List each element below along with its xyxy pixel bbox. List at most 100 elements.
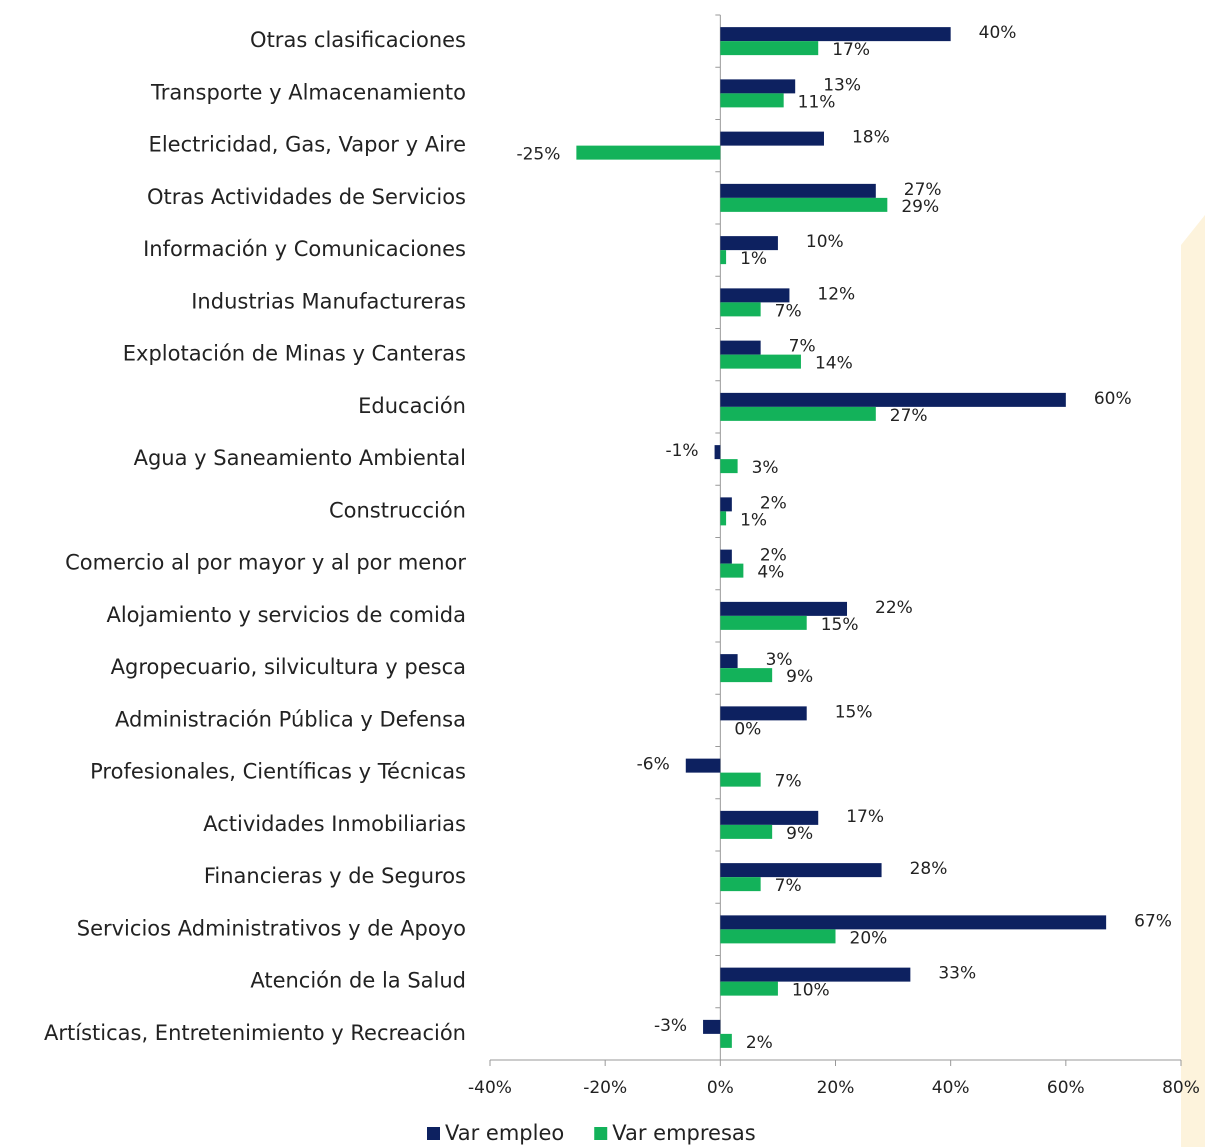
value-label: 14% — [815, 354, 853, 374]
category-label: Otras Actividades de Servicios — [147, 185, 466, 209]
value-label: 3% — [752, 458, 779, 478]
category-label: Financieras y de Seguros — [204, 864, 466, 888]
x-tick-label: 20% — [817, 1078, 855, 1098]
bar — [720, 459, 738, 474]
value-label: 7% — [775, 876, 802, 896]
bar — [720, 706, 807, 721]
bar — [720, 563, 744, 578]
value-label: 2% — [760, 493, 787, 513]
value-label: 11% — [798, 92, 836, 112]
bar — [720, 810, 819, 825]
value-label: 17% — [832, 40, 870, 60]
bar — [720, 302, 761, 317]
legend-label: Var empleo — [445, 1121, 564, 1145]
bar — [720, 511, 727, 526]
bar — [720, 406, 876, 421]
bar — [720, 354, 801, 369]
category-label: Profesionales, Científicas y Técnicas — [90, 760, 466, 784]
category-label: Actividades Inmobiliarias — [203, 812, 466, 836]
bar — [720, 877, 761, 892]
bar — [720, 549, 732, 564]
category-label: Industrias Manufactureras — [191, 289, 466, 313]
value-label: 7% — [775, 301, 802, 321]
category-label: Artísticas, Entretenimiento y Recreación — [44, 1021, 466, 1045]
value-label: 27% — [904, 180, 942, 200]
bar — [714, 445, 721, 460]
value-label: 9% — [786, 667, 813, 687]
value-label: -6% — [637, 755, 670, 775]
value-label: 0% — [734, 719, 761, 739]
category-label: Alojamiento y servicios de comida — [106, 603, 466, 627]
bar — [720, 131, 824, 146]
bar — [720, 497, 732, 512]
bar — [703, 1019, 721, 1034]
value-label: 20% — [850, 928, 888, 948]
x-tick-label: 40% — [932, 1078, 970, 1098]
bar — [720, 915, 1107, 930]
x-tick-label: 60% — [1047, 1078, 1085, 1098]
bar — [720, 615, 807, 630]
value-label: 18% — [852, 128, 890, 148]
category-label: Atención de la Salud — [250, 969, 466, 993]
bar — [720, 929, 836, 944]
category-label: Agua y Saneamiento Ambiental — [134, 446, 466, 470]
value-label: 7% — [789, 337, 816, 357]
x-tick-label: 0% — [707, 1078, 734, 1098]
bar — [720, 27, 951, 42]
value-label: -3% — [654, 1016, 687, 1036]
bar — [720, 981, 778, 996]
value-label: 9% — [786, 824, 813, 844]
bar — [720, 236, 778, 251]
bar — [685, 758, 721, 773]
category-label: Agropecuario, silvicultura y pesca — [111, 655, 466, 679]
x-tick-label: -20% — [583, 1078, 627, 1098]
value-label: 15% — [821, 615, 859, 635]
value-label: 2% — [746, 1033, 773, 1053]
value-label: 2% — [760, 546, 787, 566]
legend-swatch — [594, 1127, 608, 1140]
value-label: 60% — [1094, 389, 1132, 409]
category-label: Información y Comunicaciones — [143, 237, 466, 261]
value-label: 10% — [792, 981, 830, 1001]
bar — [720, 863, 882, 878]
category-label: Educación — [358, 394, 466, 418]
bar — [720, 183, 876, 198]
category-label: Construcción — [329, 498, 466, 522]
value-label: -1% — [665, 441, 698, 461]
bar — [720, 772, 761, 787]
bar — [720, 824, 773, 839]
bar — [720, 288, 790, 303]
x-tick-label: 80% — [1162, 1078, 1200, 1098]
value-label: 13% — [823, 75, 861, 95]
value-label: 7% — [775, 772, 802, 792]
value-label: -25% — [516, 145, 560, 165]
value-label: 10% — [806, 232, 844, 252]
value-label: 4% — [757, 563, 784, 583]
legend-label: Var empresas — [612, 1121, 755, 1145]
bar — [720, 392, 1066, 407]
bar — [720, 668, 773, 683]
category-label: Servicios Administrativos y de Apoyo — [77, 916, 466, 940]
bar — [720, 41, 819, 56]
value-label: 15% — [835, 702, 873, 722]
value-label: 33% — [938, 964, 976, 984]
x-tick-label: -40% — [468, 1078, 512, 1098]
category-label: Comercio al por mayor y al por menor — [65, 551, 466, 575]
bar — [720, 93, 784, 108]
legend-swatch — [427, 1127, 440, 1140]
value-label: 29% — [901, 197, 939, 217]
category-label: Administración Pública y Defensa — [115, 707, 466, 731]
background-strip — [1181, 215, 1205, 1147]
value-label: 28% — [910, 859, 948, 879]
bar — [720, 340, 761, 355]
value-label: 1% — [740, 510, 767, 530]
value-label: 3% — [766, 650, 793, 670]
value-label: 12% — [817, 284, 855, 304]
bar — [720, 197, 888, 212]
bar — [720, 250, 727, 265]
bar — [720, 601, 848, 616]
category-label: Transporte y Almacenamiento — [150, 80, 466, 104]
bar — [720, 1033, 732, 1048]
bar — [576, 145, 721, 160]
